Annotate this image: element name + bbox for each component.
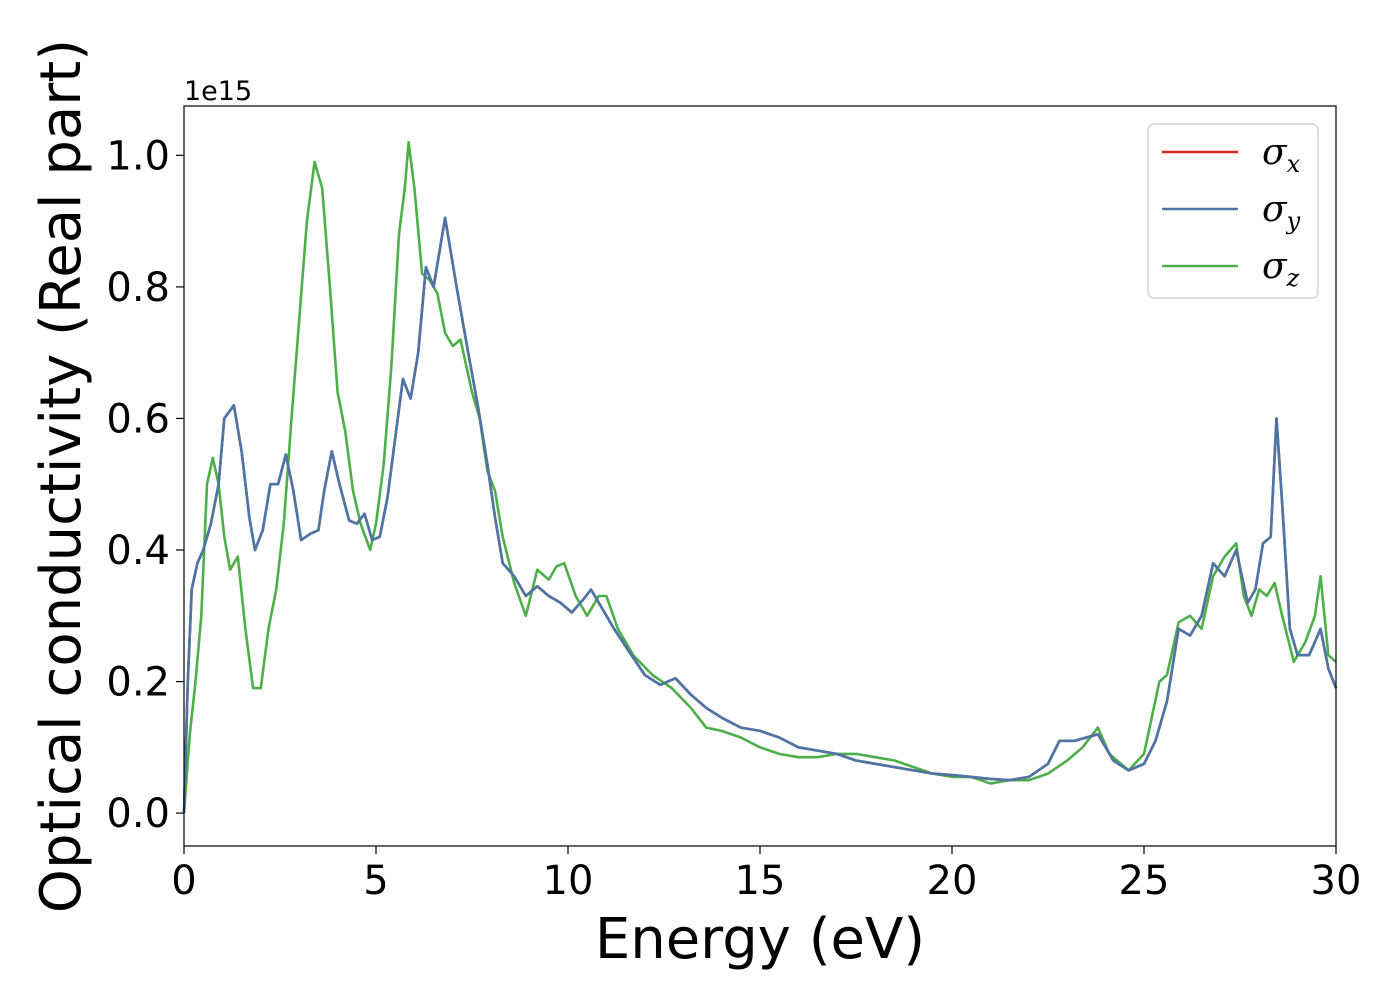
x-tick-label: 5 (363, 858, 388, 904)
legend-symbol: σ (1262, 246, 1288, 287)
y-tick-label: 0.2 (106, 660, 170, 706)
y-offset-label: 1e15 (184, 76, 252, 107)
x-tick-label: 30 (1311, 858, 1362, 904)
legend-symbol: σ (1262, 132, 1288, 173)
legend-subscript: z (1286, 264, 1300, 292)
legend-subscript: y (1286, 207, 1301, 235)
y-tick-label: 1.0 (106, 133, 170, 179)
x-axis-label: Energy (eV) (595, 907, 925, 972)
x-tick-label: 25 (1119, 858, 1170, 904)
x-tick-label: 0 (171, 858, 196, 904)
x-axis-ticks: 0 5 10 15 20 25 30 (171, 846, 1361, 904)
legend-subscript: x (1287, 150, 1301, 178)
legend-symbol: σ (1262, 189, 1288, 230)
y-tick-label: 0.8 (106, 265, 170, 311)
y-axis-label: Optical conductivity (Real part) (29, 39, 94, 913)
y-tick-label: 0.4 (106, 528, 170, 574)
x-tick-label: 10 (543, 858, 594, 904)
x-tick-label: 20 (927, 858, 978, 904)
x-tick-label: 15 (735, 858, 786, 904)
y-tick-label: 0.6 (106, 396, 170, 442)
y-tick-label: 0.0 (106, 791, 170, 837)
y-axis-ticks: 0.0 0.2 0.4 0.6 0.8 1.0 (106, 133, 184, 837)
